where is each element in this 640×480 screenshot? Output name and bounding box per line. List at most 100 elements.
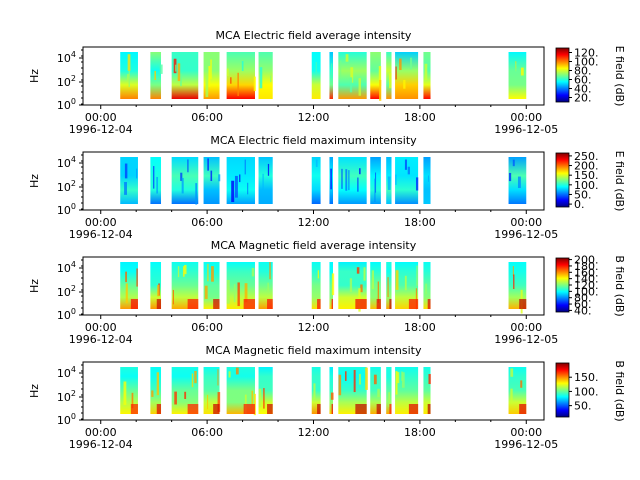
spectrogram-streak (396, 372, 400, 384)
spectrogram-streak (395, 66, 397, 80)
colorbar-tick-label: 180. (574, 260, 599, 273)
spectrogram-block (423, 367, 431, 414)
spectrogram-block (386, 262, 392, 309)
spectrogram-streak (125, 271, 127, 283)
spectrogram-streak (363, 267, 366, 281)
spectrogram-streak (231, 180, 235, 203)
y-tick-label: 104 (57, 365, 76, 380)
spectrogram-streak (424, 63, 428, 80)
colorbar-tick-label: 40. (574, 304, 592, 317)
spectrogram-streak (388, 392, 390, 407)
x-tick-label: 00:00 (85, 111, 117, 124)
spectrogram-streak (211, 266, 214, 282)
spectrogram-streak (156, 372, 159, 396)
spectrogram-streak (330, 392, 334, 400)
spectrogram-streak (349, 278, 353, 293)
spectrogram-streak (204, 285, 208, 299)
spectrogram-block (370, 262, 381, 309)
spectrogram-streak (244, 159, 246, 175)
spectrogram-streak (233, 284, 236, 303)
spectrogram-streak (208, 65, 211, 88)
spectrogram-streak (267, 163, 270, 176)
spectrogram-streak (205, 73, 209, 98)
spectrogram-block (338, 157, 367, 204)
x-tick-label: 12:00 (298, 321, 330, 334)
spectrogram-block (395, 52, 419, 99)
spectrogram-streak (174, 391, 177, 405)
spectrogram-streak (241, 61, 244, 71)
spectrogram-streak (331, 404, 334, 414)
spectrogram-streak (359, 168, 361, 175)
spectrogram-streak (172, 289, 174, 305)
spectrogram-streak (125, 283, 128, 304)
panel-4: MCA Magnetic field maximum intensity 104 1… (28, 344, 626, 451)
spectrogram-streak (195, 183, 198, 205)
spectrogram-streak (191, 373, 194, 388)
spectrogram-streak (317, 404, 321, 414)
x-tick-label: 18:00 (404, 111, 436, 124)
panel-title: MCA Magnetic field average intensity (211, 239, 417, 252)
y-tick-label: 102 (57, 74, 76, 89)
spectrogram-block (120, 157, 138, 204)
spectrogram-streak (128, 70, 130, 88)
spectrogram-streak (234, 175, 238, 198)
x-tick-label: 12:00 (298, 426, 330, 439)
spectrogram-streak (317, 270, 319, 279)
spectrogram-streak (207, 394, 209, 410)
x-date-label: 1996-12-05 (494, 228, 558, 241)
spectrogram-streak (313, 383, 316, 400)
spectrogram-streak (344, 371, 347, 381)
x-tick-label: 00:00 (510, 111, 542, 124)
colorbar-tick-label: 120. (574, 47, 599, 60)
spectrogram-streak (154, 70, 156, 81)
spectrogram-streak (425, 283, 428, 294)
spectrogram-streak (187, 299, 199, 309)
y-tick-label: 104 (57, 260, 76, 275)
spectrogram-block (311, 52, 321, 99)
colorbar-tick-label: 140. (574, 273, 599, 286)
spectrogram-streak (226, 68, 229, 77)
x-date-label: 1996-12-04 (69, 123, 133, 136)
spectrogram-streak (156, 176, 158, 194)
spectrogram-block (150, 367, 162, 414)
spectrogram-streak (358, 373, 361, 385)
spectrogram-streak (358, 78, 361, 96)
spectrogram-block (258, 367, 273, 414)
spectrogram-streak (210, 170, 213, 181)
spectrogram-block (311, 157, 321, 204)
colorbar-label: E field (dB) (613, 151, 626, 212)
y-tick-label: 100 (57, 307, 76, 322)
spectrogram-streak (376, 299, 381, 309)
spectrogram-streak (360, 284, 363, 293)
spectrogram-streak (127, 54, 131, 71)
y-tick-label: 102 (57, 389, 76, 404)
colorbar (555, 152, 570, 208)
spectrogram-streak (184, 391, 187, 399)
spectrogram-streak (331, 273, 335, 296)
spectrogram-block (508, 367, 527, 414)
spectrogram-streak (365, 367, 368, 390)
spectrogram-streak (259, 67, 263, 89)
spectrogram-streak (315, 62, 318, 74)
spectrogram-block (258, 157, 273, 204)
y-tick-label: 102 (57, 284, 76, 299)
spectrogram-streak (350, 67, 354, 83)
spectrogram-streak (210, 59, 212, 79)
x-tick-label: 18:00 (404, 426, 436, 439)
spectrogram-streak (207, 158, 209, 171)
colorbar (555, 362, 570, 418)
spectrogram-streak (401, 372, 405, 388)
x-date-label: 1996-12-04 (69, 438, 133, 451)
spectrogram-streak (427, 175, 429, 182)
spectrogram-block (120, 262, 138, 309)
spectrogram-streak (267, 299, 273, 309)
colorbar-tick-label: 200. (574, 254, 599, 267)
spectrogram-streak (130, 404, 138, 414)
colorbar-tick-label: 20. (574, 92, 592, 105)
spectrogram-block (311, 367, 321, 414)
x-tick-label: 00:00 (85, 216, 117, 229)
colorbar-tick-label: 80. (574, 65, 592, 78)
x-tick-label: 00:00 (85, 426, 117, 439)
spectrogram-block (329, 262, 334, 309)
